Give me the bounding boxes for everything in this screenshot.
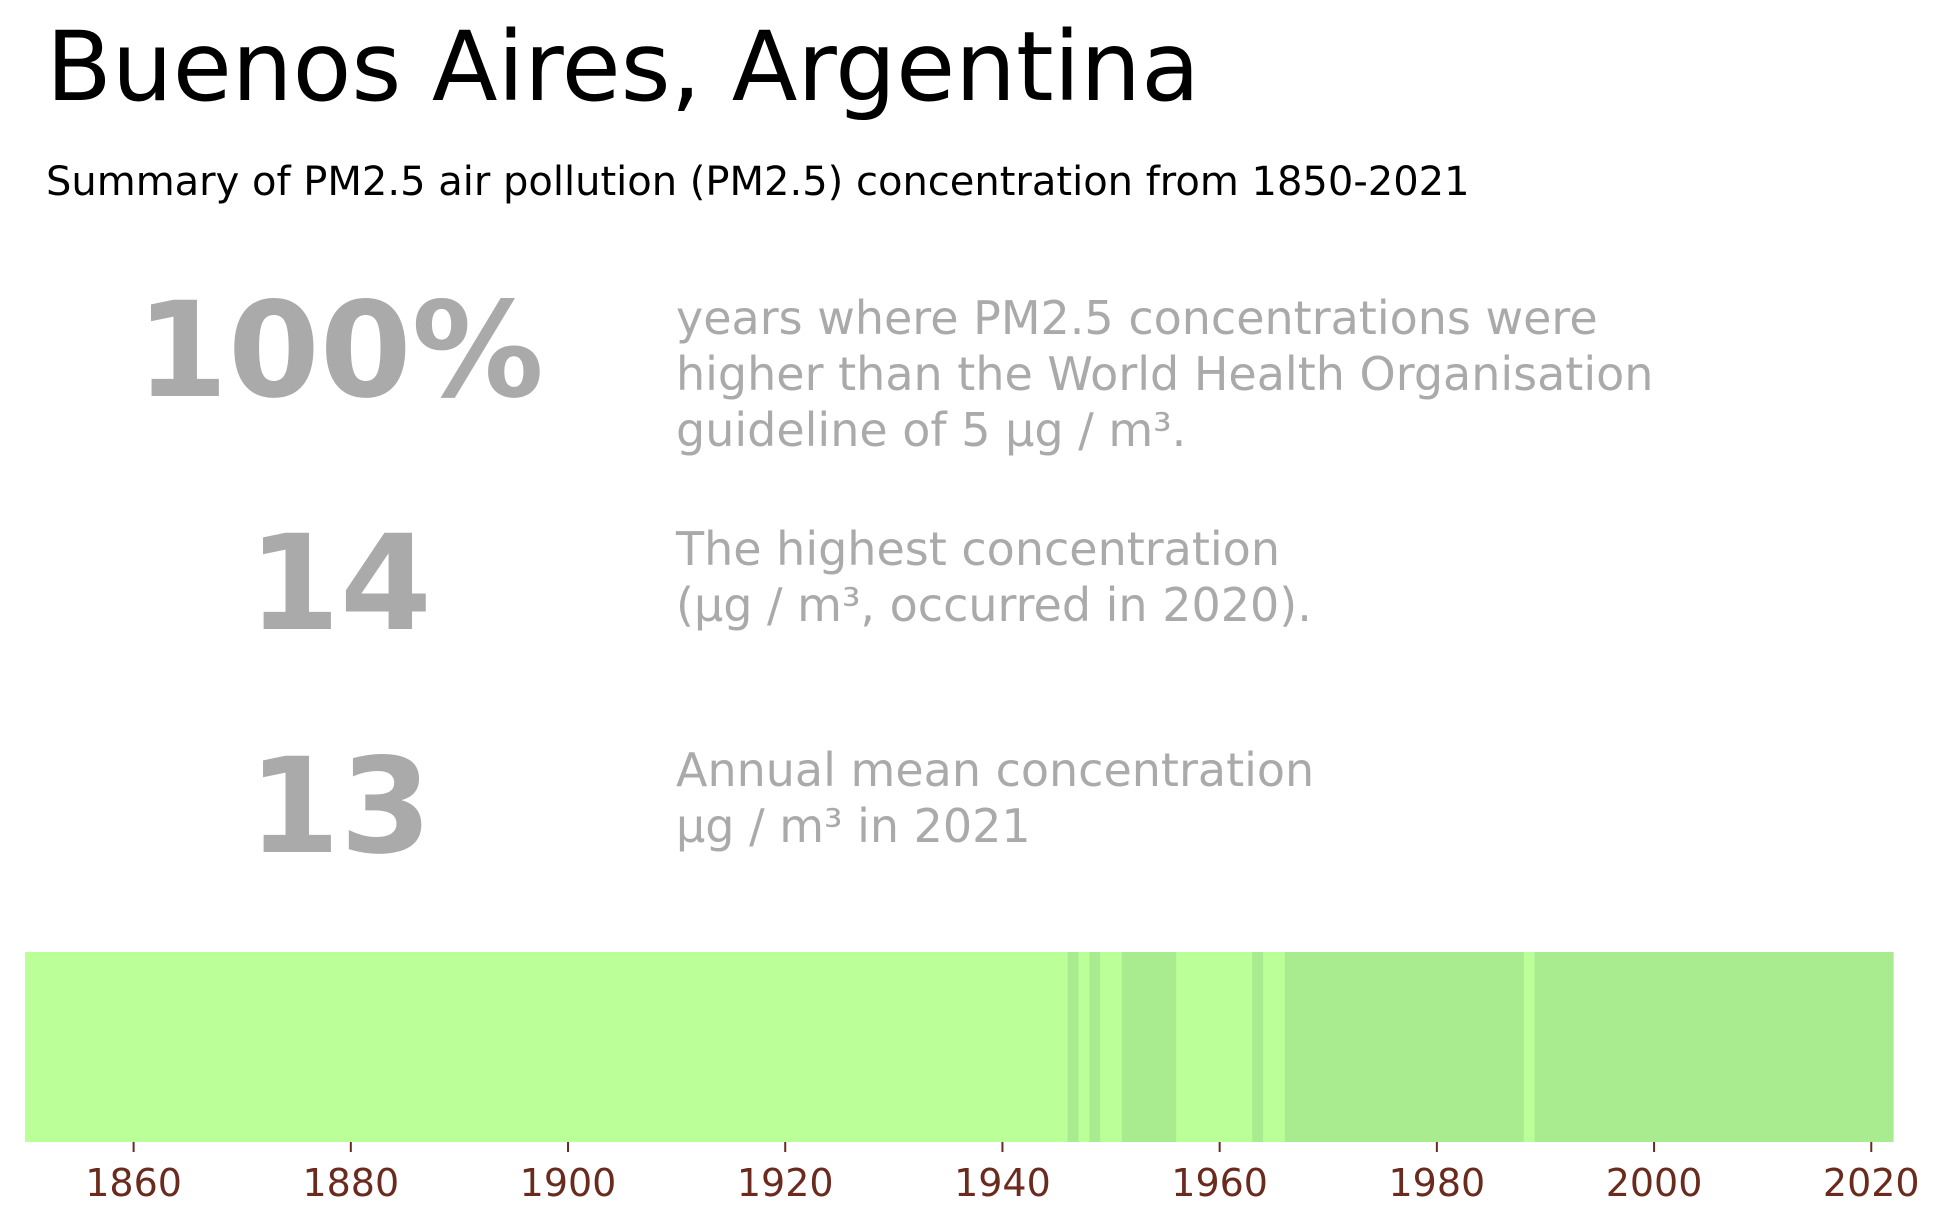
x-tick-label: 1920: [737, 1161, 834, 1205]
x-tick-label: 1880: [302, 1161, 399, 1205]
stripe-band: [1176, 952, 1253, 1142]
stat-description-line: The highest concentration: [676, 522, 1280, 576]
stripe-band: [1078, 952, 1090, 1142]
x-tick-label: 1980: [1389, 1161, 1486, 1205]
stat-years-above-guideline-value: 100%: [136, 274, 544, 428]
stripe-band: [1284, 952, 1525, 1142]
x-tick-label: 2020: [1823, 1161, 1920, 1205]
stat-annual-mean-value: 13: [248, 730, 432, 884]
stat-highest-concentration-value: 14: [248, 507, 432, 661]
pollution-stripes-chart: 1860 1880 1900 1920 1940 1960 1980 2000 2020: [25, 952, 1920, 1205]
stat-description-line: µg / m³ in 2021: [676, 799, 1031, 853]
x-tick-label: 1860: [85, 1161, 182, 1205]
stripe-band: [1121, 952, 1177, 1142]
stripe-band: [1100, 952, 1123, 1142]
stat-description-line: years where PM2.5 concentrations were: [676, 291, 1598, 345]
stat-description-line: higher than the World Health Organisatio…: [676, 347, 1654, 401]
stat-highest-concentration-description: The highest concentration (µg / m³, occu…: [676, 521, 1312, 633]
stat-description-line: (µg / m³, occurred in 2020).: [676, 578, 1312, 632]
stripe-band: [1252, 952, 1264, 1142]
stat-annual-mean-description: Annual mean concentration µg / m³ in 202…: [676, 742, 1314, 854]
stripe-band: [1263, 952, 1286, 1142]
x-tick-label: 1940: [954, 1161, 1051, 1205]
stat-description-line: Annual mean concentration: [676, 743, 1315, 797]
stat-years-above-guideline-description: years where PM2.5 concentrations were hi…: [676, 290, 1653, 458]
stripe-band: [1523, 952, 1536, 1142]
stripe-band: [1534, 952, 1894, 1142]
stripe-band: [1067, 952, 1080, 1142]
stripe-band: [1089, 952, 1101, 1142]
x-tick-label: 1960: [1171, 1161, 1268, 1205]
stripe-band: [25, 952, 1069, 1142]
page-subtitle: Summary of PM2.5 air pollution (PM2.5) c…: [46, 159, 1470, 205]
page-title: Buenos Aires, Argentina: [46, 11, 1200, 123]
x-tick-label: 2000: [1606, 1161, 1703, 1205]
x-tick-label: 1900: [520, 1161, 617, 1205]
stat-description-line: guideline of 5 µg / m³.: [676, 403, 1187, 457]
